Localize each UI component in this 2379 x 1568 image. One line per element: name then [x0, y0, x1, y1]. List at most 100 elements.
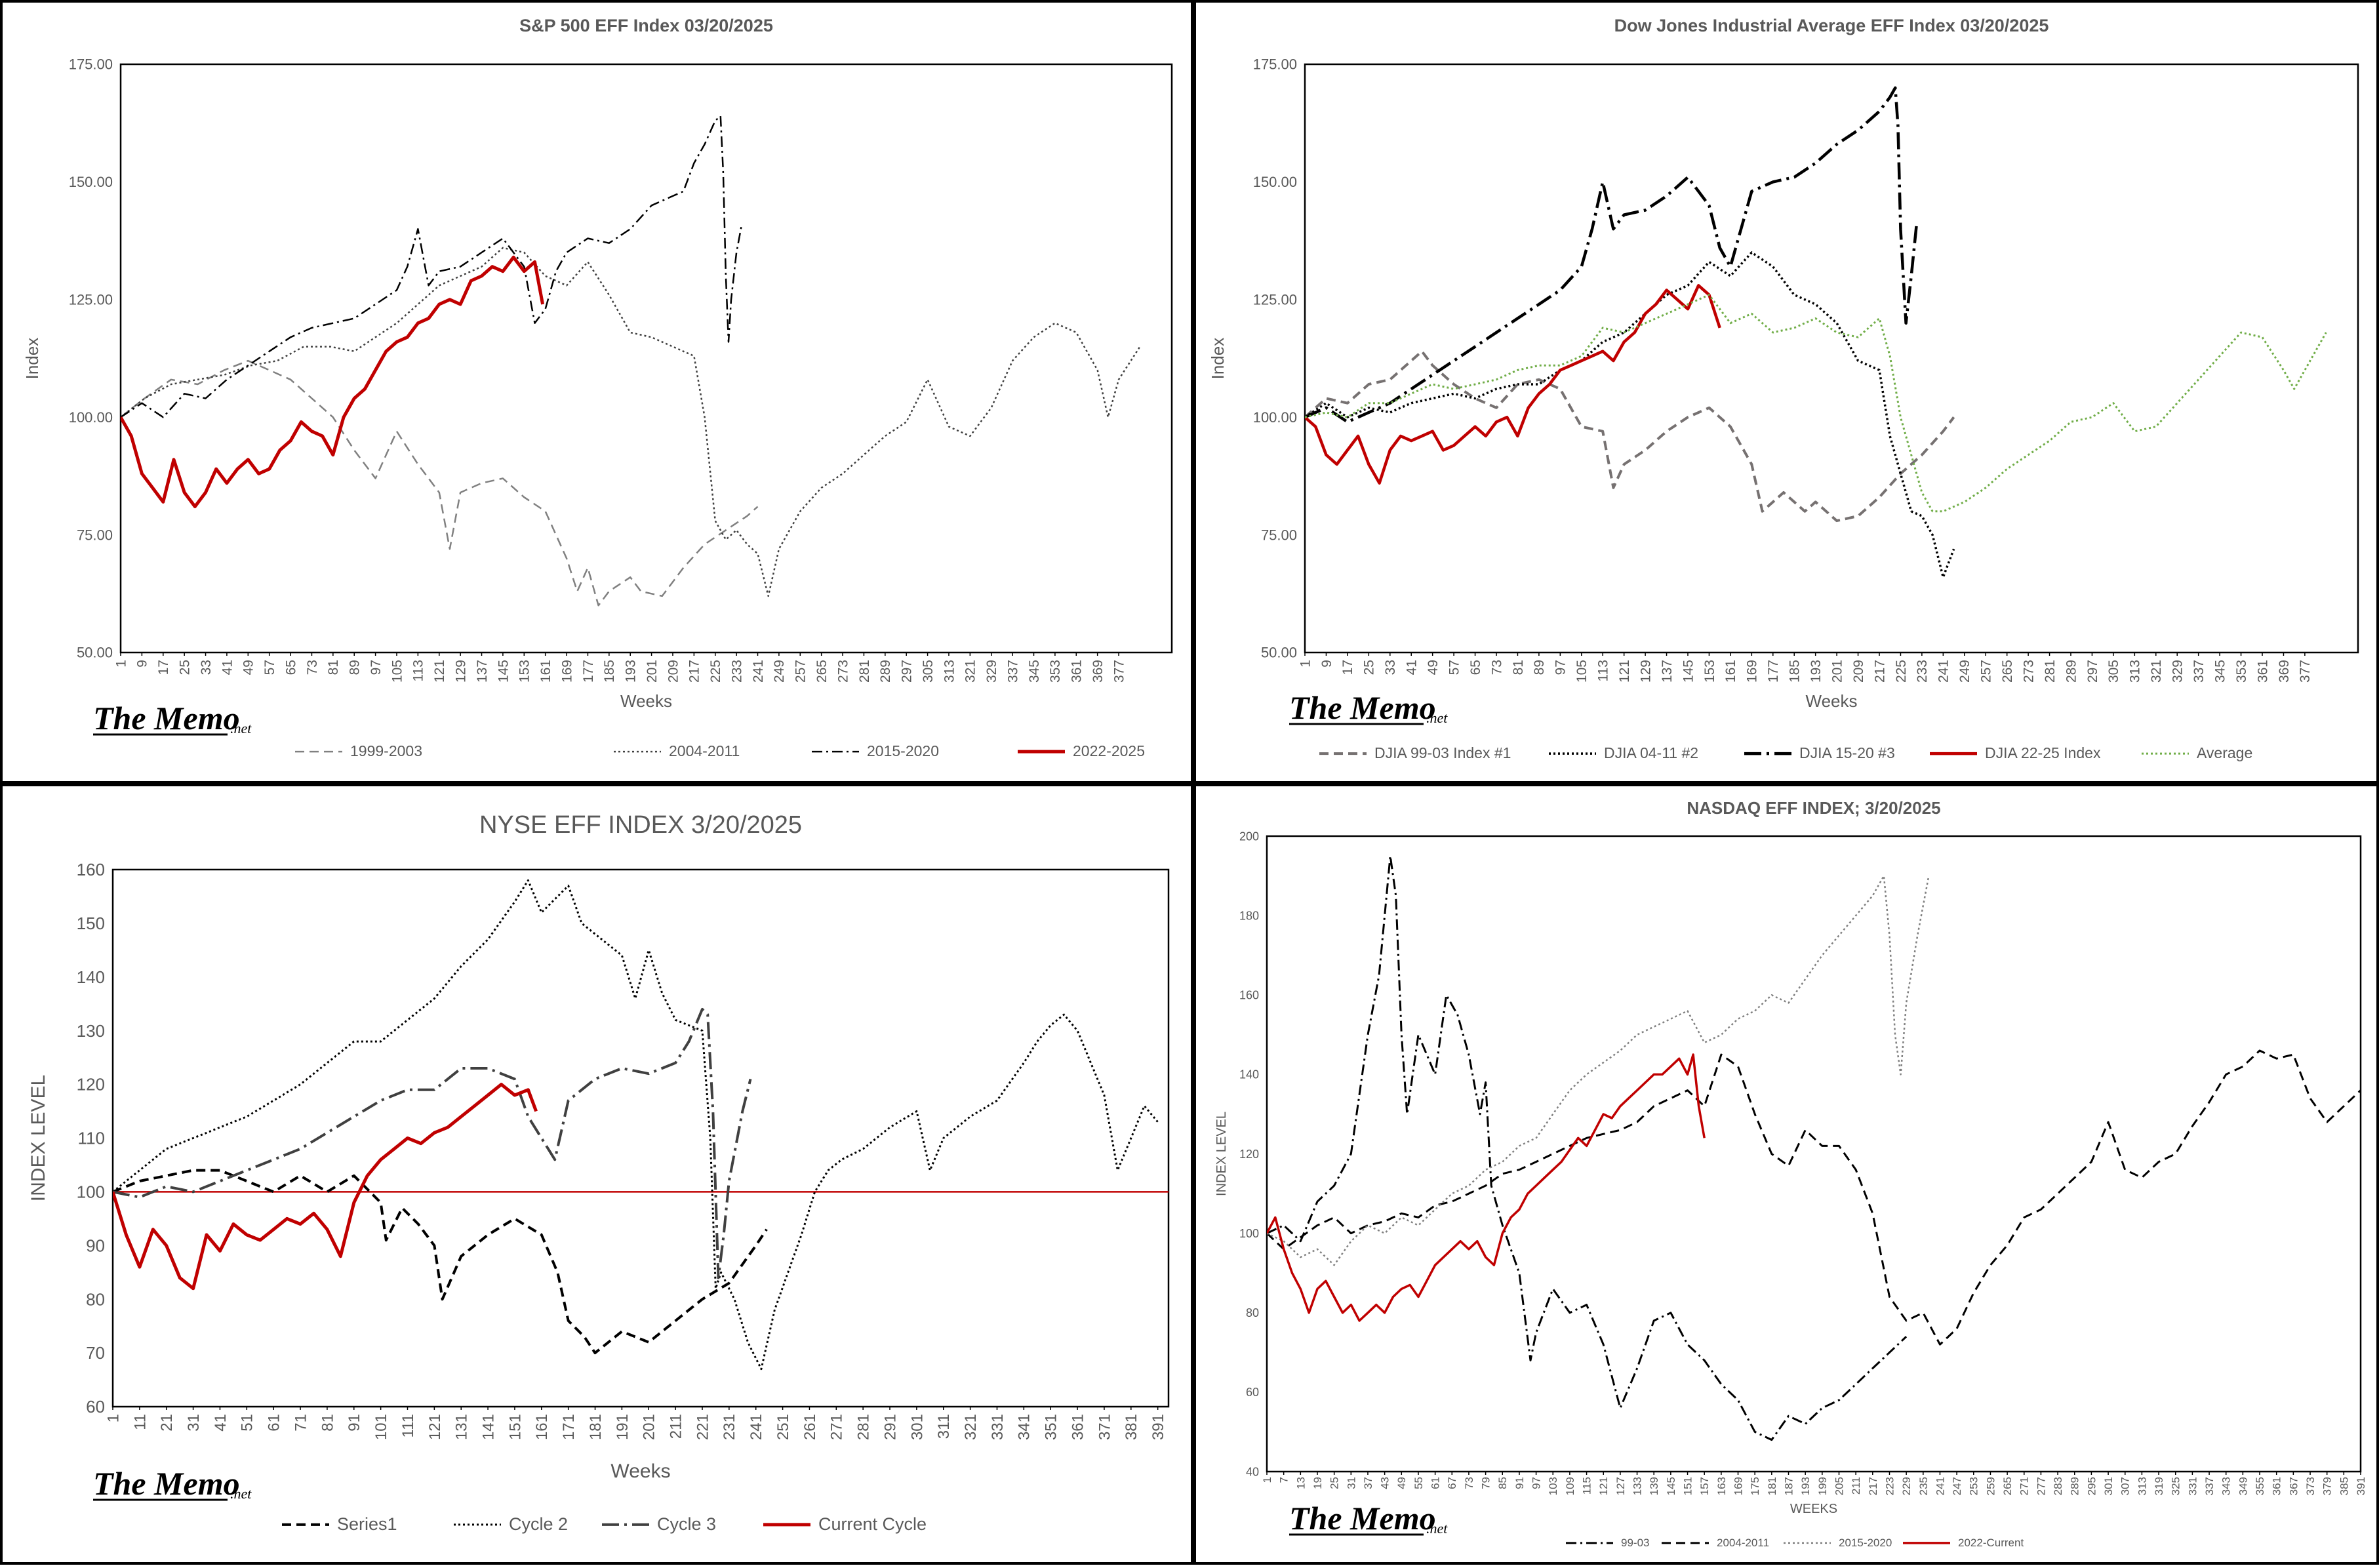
- x-tick-label: 97: [1530, 1477, 1543, 1489]
- y-tick-label: 180: [1239, 909, 1259, 922]
- chart-title: NYSE EFF INDEX 3/20/2025: [479, 811, 802, 839]
- x-tick-label: 177: [581, 660, 596, 683]
- x-tick-label: 1: [1261, 1477, 1273, 1483]
- legend-item-cycle-2: Cycle 2: [454, 1514, 568, 1534]
- x-tick-label: 337: [2191, 660, 2207, 683]
- x-tick-label: 257: [793, 660, 809, 683]
- y-axis-label: INDEX LEVEL: [1214, 1112, 1229, 1196]
- legend-item-1999-2003: 1999-2003: [295, 742, 422, 759]
- x-tick-label: 209: [1851, 660, 1866, 683]
- x-tick-label: 201: [1829, 660, 1845, 683]
- x-tick-label: 181: [1766, 1477, 1778, 1495]
- legend-item-2015-2020: 2015-2020: [1784, 1537, 1892, 1549]
- x-tick-label: 225: [708, 660, 723, 683]
- legend-item-cycle-3: Cycle 3: [602, 1514, 716, 1534]
- legend-label: Cycle 2: [509, 1514, 568, 1534]
- x-tick-label: 11: [131, 1414, 149, 1430]
- y-tick-label: 130: [77, 1021, 105, 1041]
- x-tick-label: 217: [1867, 1477, 1879, 1495]
- x-tick-label: 217: [1872, 660, 1887, 683]
- chart-title: S&P 500 EFF Index 03/20/2025: [519, 16, 773, 35]
- brand-suffix: .net: [230, 720, 252, 736]
- x-tick-label: 187: [1782, 1477, 1795, 1495]
- x-tick-label: 201: [645, 660, 660, 683]
- x-tick-label: 331: [989, 1414, 1007, 1440]
- legend-item-djia-22-25-index: DJIA 22-25 Index: [1930, 744, 2101, 761]
- x-tick-label: 249: [772, 660, 787, 683]
- x-tick-label: 241: [751, 660, 766, 683]
- x-tick-label: 121: [426, 1414, 444, 1440]
- nyse-chart-panel: NYSE EFF INDEX 3/20/20256070809010011012…: [0, 784, 1193, 1565]
- x-tick-label: 271: [2018, 1477, 2031, 1495]
- y-tick-label: 100.00: [69, 409, 113, 426]
- legend-label: DJIA 99-03 Index #1: [1374, 744, 1511, 761]
- x-tick-label: 193: [624, 660, 639, 683]
- legend-label: Cycle 3: [657, 1514, 716, 1534]
- x-tick-label: 295: [2085, 1477, 2098, 1495]
- y-tick-label: 60: [1246, 1386, 1259, 1399]
- y-axis-label: Index: [1208, 338, 1228, 380]
- x-tick-label: 49: [1395, 1477, 1408, 1489]
- x-tick-label: 121: [1597, 1477, 1610, 1495]
- x-tick-label: 65: [283, 660, 298, 675]
- x-tick-label: 57: [262, 660, 277, 675]
- x-tick-label: 55: [1412, 1477, 1425, 1489]
- x-tick-label: 89: [348, 660, 363, 675]
- x-tick-label: 349: [2237, 1477, 2249, 1495]
- x-tick-label: 369: [2277, 660, 2292, 683]
- x-tick-label: 161: [538, 660, 553, 683]
- x-tick-label: 373: [2304, 1477, 2317, 1495]
- x-tick-label: 103: [1547, 1477, 1559, 1495]
- x-tick-label: 139: [1648, 1477, 1660, 1495]
- x-tick-label: 329: [984, 660, 999, 683]
- series-line-2022-2025: [121, 255, 545, 508]
- x-tick-label: 1: [104, 1414, 122, 1422]
- the-memo-logo: The Memo.net: [1289, 1500, 1448, 1537]
- plot-area: [1266, 835, 2362, 1473]
- x-tick-label: 331: [2186, 1477, 2199, 1495]
- x-tick-label: 221: [694, 1414, 711, 1440]
- y-tick-label: 40: [1246, 1465, 1259, 1478]
- x-tick-label: 185: [1788, 660, 1803, 683]
- x-tick-label: 273: [835, 660, 850, 683]
- x-tick-label: 79: [1480, 1477, 1492, 1489]
- x-tick-label: 41: [1405, 660, 1420, 675]
- x-tick-label: 151: [1681, 1477, 1694, 1495]
- x-tick-label: 351: [1043, 1414, 1060, 1440]
- x-tick-label: 115: [1581, 1477, 1593, 1495]
- legend-item-djia-99-03-index-1: DJIA 99-03 Index #1: [1319, 744, 1511, 761]
- y-tick-label: 150.00: [69, 174, 113, 190]
- y-tick-label: 175.00: [69, 56, 113, 73]
- x-tick-label: 305: [921, 660, 936, 683]
- y-tick-label: 80: [86, 1289, 105, 1309]
- x-tick-label: 73: [1463, 1477, 1475, 1489]
- x-tick-label: 169: [1745, 660, 1760, 683]
- legend-item-djia-04-11-2: DJIA 04-11 #2: [1549, 744, 1698, 761]
- x-tick-label: 1: [1298, 660, 1313, 668]
- x-tick-label: 209: [666, 660, 681, 683]
- x-tick-label: 145: [496, 660, 511, 683]
- x-tick-label: 19: [1311, 1477, 1324, 1489]
- x-tick-label: 283: [2052, 1477, 2064, 1495]
- y-axis-label: Index: [22, 338, 42, 380]
- x-tick-label: 133: [1631, 1477, 1644, 1495]
- x-tick-label: 41: [212, 1414, 230, 1432]
- brand-name: The Memo: [1289, 689, 1436, 726]
- x-tick-label: 105: [1574, 660, 1589, 683]
- x-tick-label: 161: [533, 1414, 551, 1440]
- y-tick-label: 150.00: [1253, 174, 1297, 190]
- x-tick-label: 31: [185, 1414, 203, 1432]
- legend-item-2022-2025: 2022-2025: [1018, 742, 1145, 759]
- x-tick-label: 241: [748, 1414, 765, 1440]
- x-tick-label: 81: [319, 1414, 336, 1432]
- x-tick-label: 257: [1979, 660, 1994, 683]
- series-line-99-03: [1267, 854, 1908, 1441]
- x-tick-label: 49: [1426, 660, 1441, 675]
- x-tick-label: 71: [292, 1414, 310, 1432]
- y-tick-label: 70: [86, 1343, 105, 1363]
- brand-suffix: .net: [230, 1485, 252, 1502]
- x-tick-label: 131: [453, 1414, 471, 1440]
- x-tick-label: 33: [199, 660, 214, 675]
